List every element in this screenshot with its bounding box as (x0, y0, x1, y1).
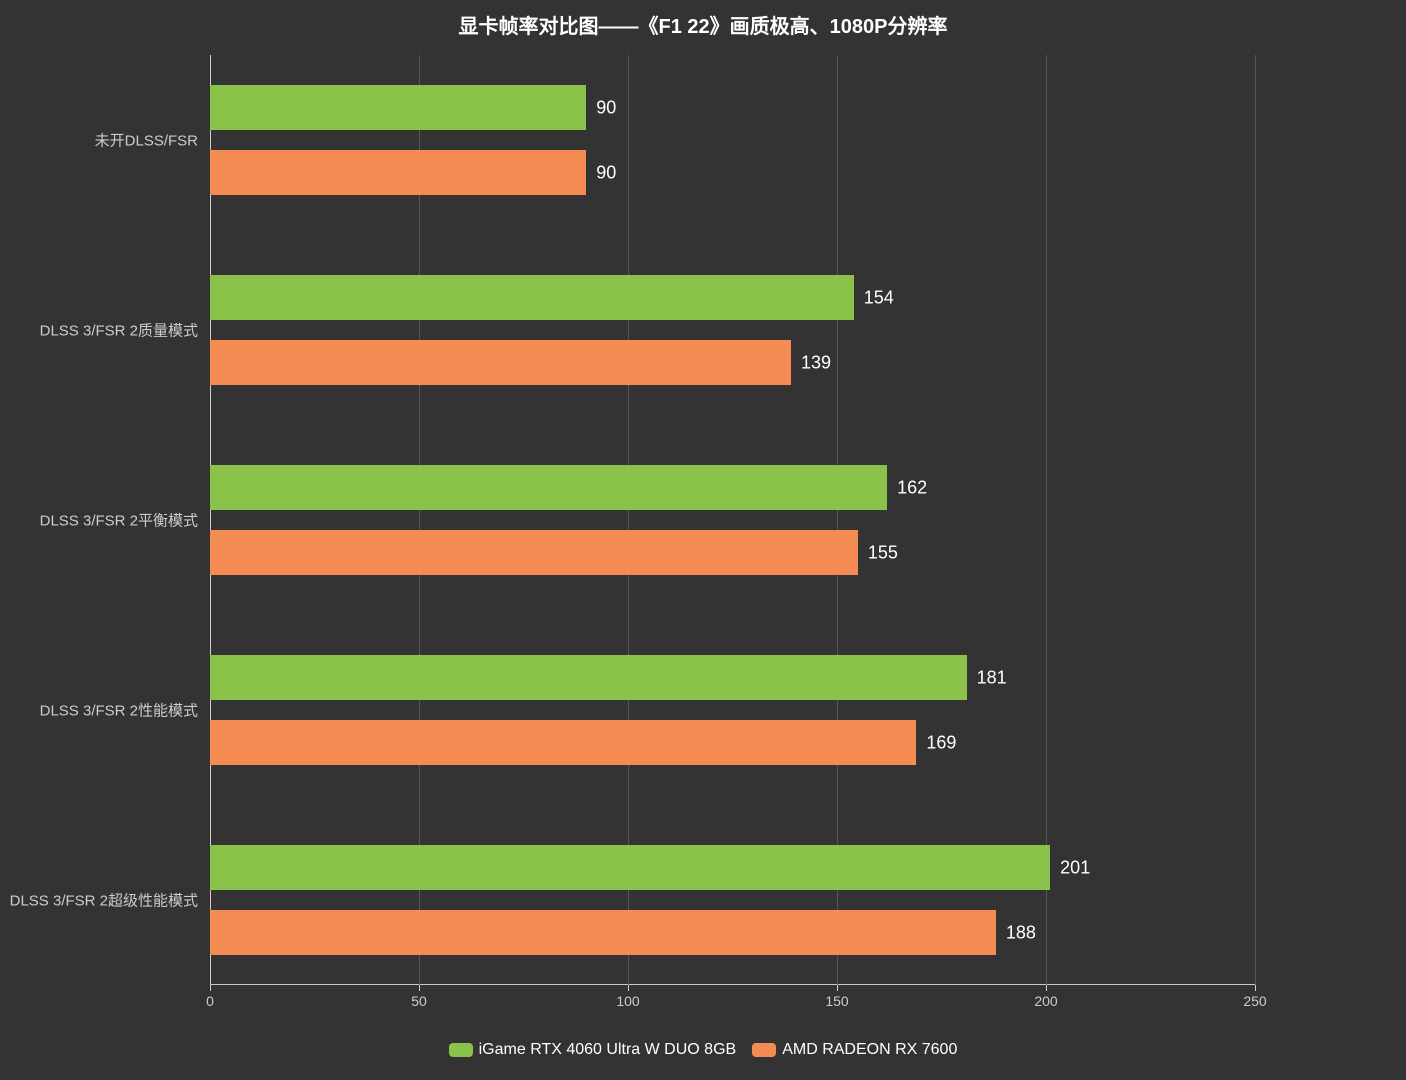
legend-item: iGame RTX 4060 Ultra W DUO 8GB (449, 1041, 737, 1059)
legend-swatch (449, 1043, 473, 1057)
xtick-label: 250 (1243, 993, 1266, 1009)
bar: 154 (210, 275, 854, 320)
xtick-label: 100 (616, 993, 639, 1009)
xtick-mark (419, 985, 420, 991)
category-label: DLSS 3/FSR 2平衡模式 (40, 510, 198, 531)
legend-swatch (752, 1043, 776, 1057)
bar-value-label: 181 (977, 667, 1007, 688)
bar: 201 (210, 845, 1050, 890)
xtick-mark (1046, 985, 1047, 991)
bar-value-label: 169 (926, 732, 956, 753)
bar: 188 (210, 910, 996, 955)
bar: 90 (210, 85, 586, 130)
chart-title: 显卡帧率对比图——《F1 22》画质极高、1080P分辨率 (0, 0, 1406, 39)
chart-plot-area: 050100150200250未开DLSS/FSR9090DLSS 3/FSR … (210, 55, 1255, 985)
xtick-label: 0 (206, 993, 214, 1009)
xtick-label: 50 (411, 993, 427, 1009)
xtick-mark (628, 985, 629, 991)
bar-value-label: 201 (1060, 857, 1090, 878)
bar: 169 (210, 720, 916, 765)
xtick-mark (837, 985, 838, 991)
legend-item: AMD RADEON RX 7600 (752, 1041, 957, 1059)
category-label: 未开DLSS/FSR (95, 130, 198, 151)
xtick-mark (210, 985, 211, 991)
bar: 181 (210, 655, 967, 700)
bar-value-label: 155 (868, 542, 898, 563)
bar: 90 (210, 150, 586, 195)
category-label: DLSS 3/FSR 2超级性能模式 (10, 890, 198, 911)
bar-value-label: 90 (596, 162, 616, 183)
legend-label: iGame RTX 4060 Ultra W DUO 8GB (479, 1041, 737, 1059)
bar: 162 (210, 465, 887, 510)
legend: iGame RTX 4060 Ultra W DUO 8GB AMD RADEON… (0, 1041, 1406, 1062)
xtick-mark (1255, 985, 1256, 991)
bar-value-label: 188 (1006, 922, 1036, 943)
gridline (1255, 55, 1256, 985)
category-label: DLSS 3/FSR 2质量模式 (40, 320, 198, 341)
bar-value-label: 90 (596, 97, 616, 118)
category-label: DLSS 3/FSR 2性能模式 (40, 700, 198, 721)
bar: 155 (210, 530, 858, 575)
bar: 139 (210, 340, 791, 385)
xtick-label: 150 (825, 993, 848, 1009)
bar-value-label: 154 (864, 287, 894, 308)
legend-label: AMD RADEON RX 7600 (782, 1041, 957, 1059)
bar-value-label: 139 (801, 352, 831, 373)
xtick-label: 200 (1034, 993, 1057, 1009)
bar-value-label: 162 (897, 477, 927, 498)
